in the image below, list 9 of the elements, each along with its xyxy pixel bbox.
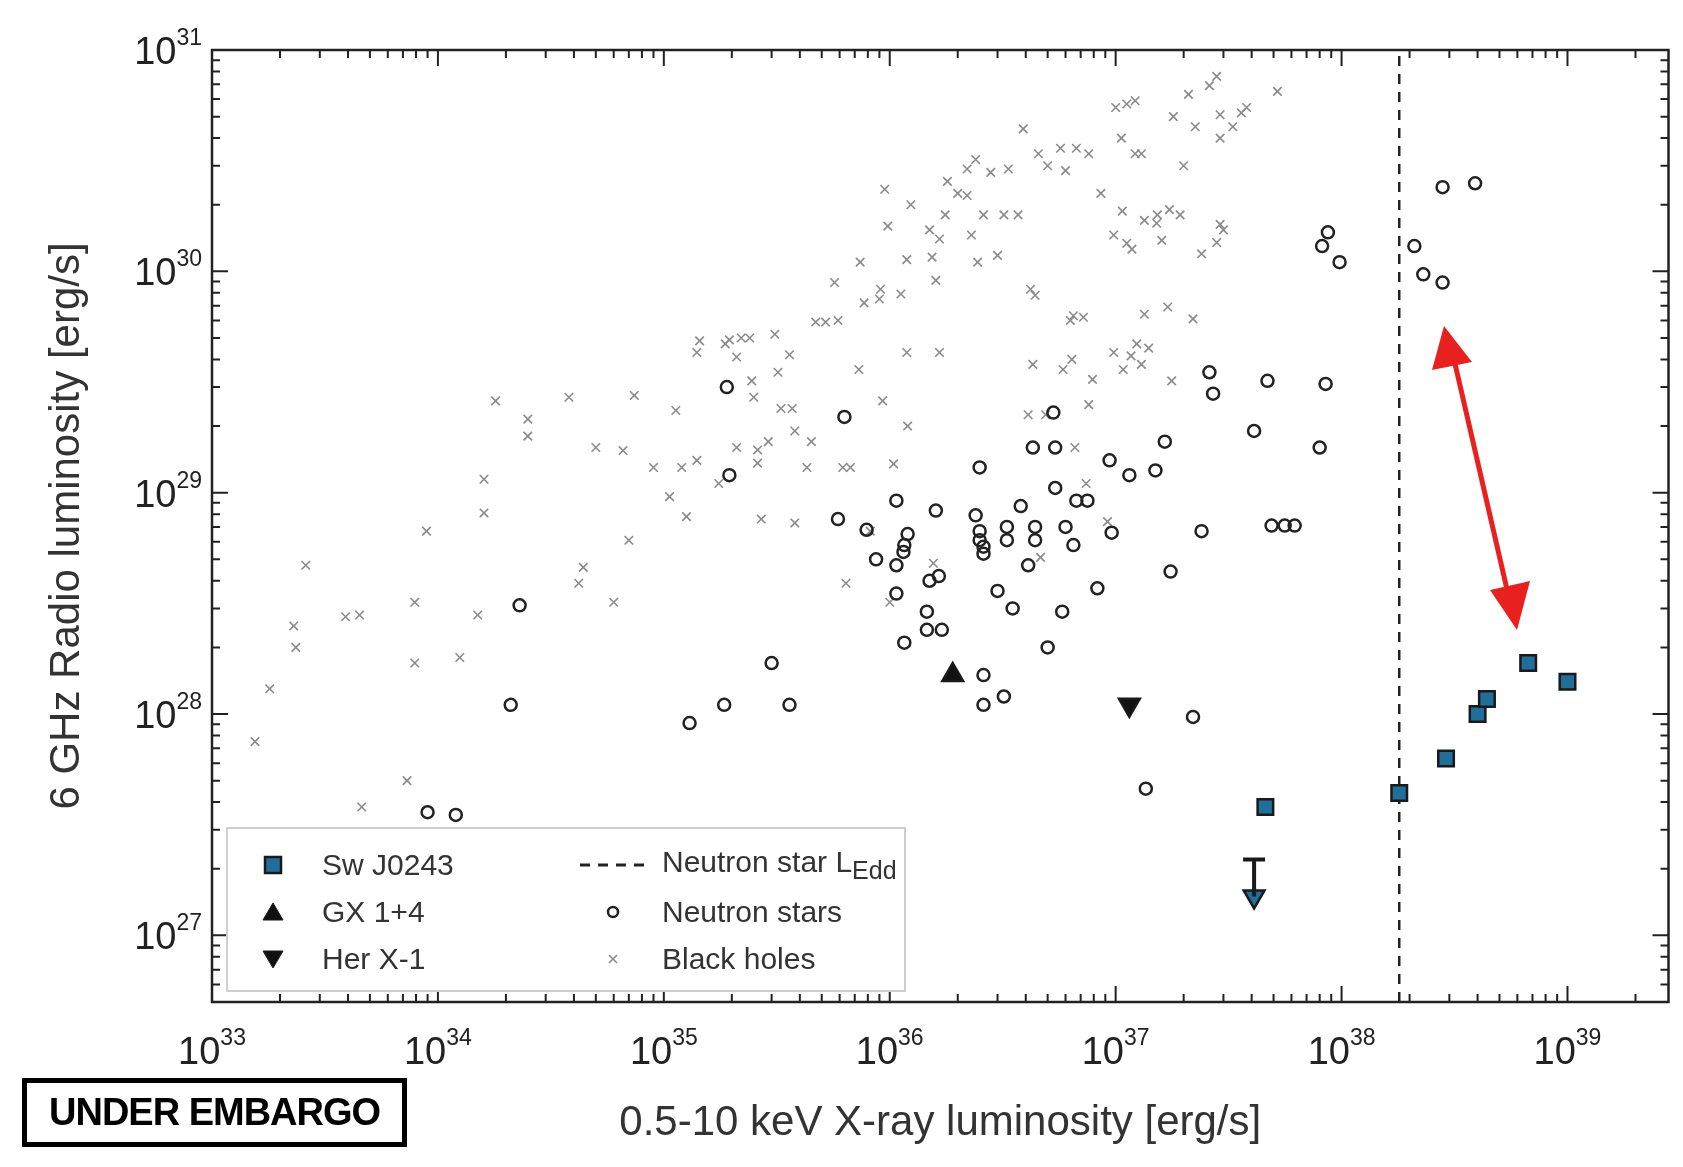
text: UNDER EMBARGO — [22, 1078, 408, 1147]
legend-label: Black holes — [662, 941, 816, 976]
legend-label: GX 1+4 — [322, 894, 425, 929]
legend-label: Her X-1 — [322, 941, 426, 976]
legend-label: Neutron stars — [662, 894, 843, 929]
legend-label: Neutron star L$_{Edd}$ — [662, 844, 897, 885]
x-axis-title: 0.5-10 keV X-ray luminosity [erg/s] — [619, 1097, 1262, 1145]
y-axis-title: 6 GHz Radio luminosity [erg/s] — [40, 242, 88, 810]
legend-label: Sw J0243 — [322, 847, 454, 882]
